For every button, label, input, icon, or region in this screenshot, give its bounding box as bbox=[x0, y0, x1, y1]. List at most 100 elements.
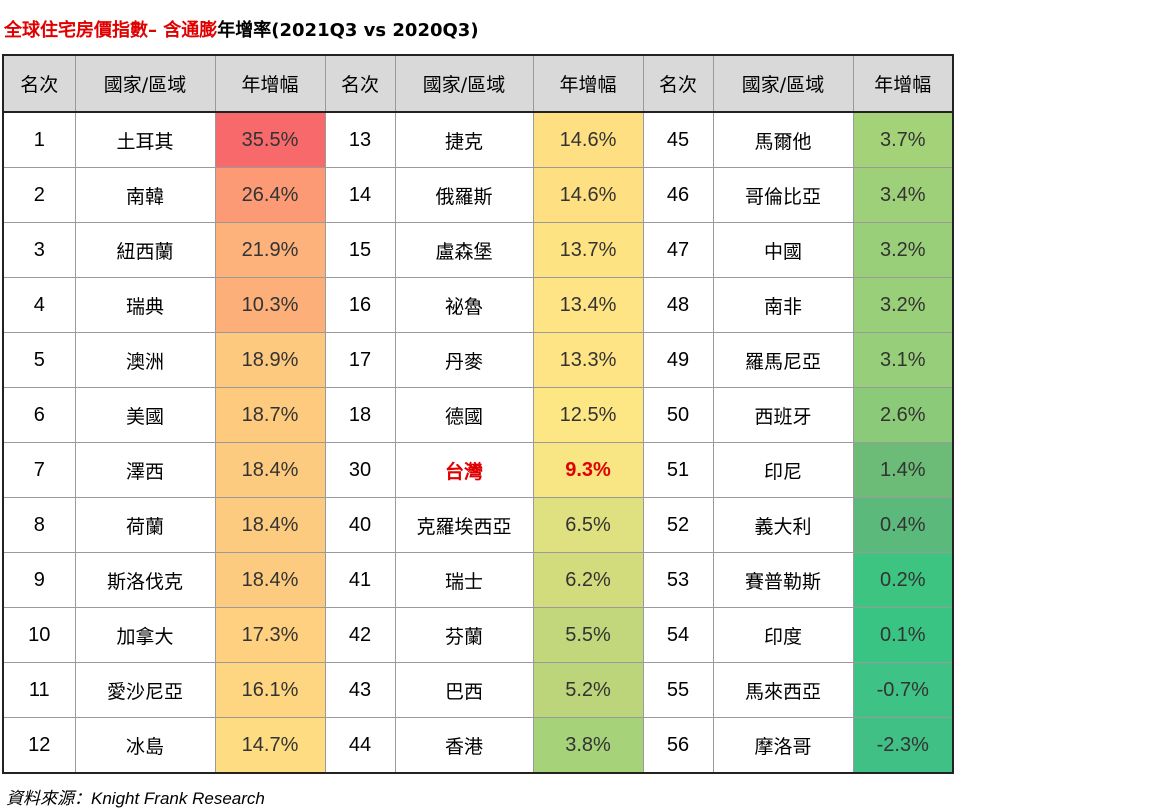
growth-cell: 3.8% bbox=[532, 717, 644, 774]
rank-cell: 51 bbox=[642, 442, 714, 498]
rank-cell: 52 bbox=[642, 497, 714, 553]
country-cell: 賽普勒斯 bbox=[712, 552, 854, 608]
header-country-3: 國家/區域 bbox=[712, 54, 854, 113]
rank-cell: 18 bbox=[324, 387, 396, 443]
header-row: 名次 國家/區域 年增幅 名次 國家/區域 年增幅 名次 國家/區域 年增幅 bbox=[2, 54, 954, 113]
header-country-2: 國家/區域 bbox=[394, 54, 534, 113]
growth-cell: 3.7% bbox=[852, 111, 954, 168]
page-title: 全球住宅房價指數– 含通膨年增率(2021Q3 vs 2020Q3) bbox=[4, 16, 479, 42]
rank-cell: 3 bbox=[2, 222, 76, 278]
country-cell: 俄羅斯 bbox=[394, 167, 534, 223]
rank-cell: 15 bbox=[324, 222, 396, 278]
growth-cell: 3.4% bbox=[852, 167, 954, 223]
growth-cell: -0.7% bbox=[852, 662, 954, 718]
country-cell: 克羅埃西亞 bbox=[394, 497, 534, 553]
rank-cell: 47 bbox=[642, 222, 714, 278]
country-cell: 德國 bbox=[394, 387, 534, 443]
table-row: 6 美國 18.7% 18 德國 12.5% 50 西班牙 2.6% bbox=[2, 387, 954, 443]
table-row: 4 瑞典 10.3% 16 祕魯 13.4% 48 南非 3.2% bbox=[2, 277, 954, 333]
rank-cell: 50 bbox=[642, 387, 714, 443]
country-cell: 印度 bbox=[712, 607, 854, 663]
growth-cell: 26.4% bbox=[214, 167, 326, 223]
country-cell: 捷克 bbox=[394, 111, 534, 168]
country-cell: 印尼 bbox=[712, 442, 854, 498]
growth-cell: 18.4% bbox=[214, 552, 326, 608]
growth-cell: 14.6% bbox=[532, 111, 644, 168]
header-rank-2: 名次 bbox=[324, 54, 396, 113]
country-cell: 台灣 bbox=[394, 442, 534, 498]
country-cell: 澳洲 bbox=[74, 332, 216, 388]
rank-cell: 53 bbox=[642, 552, 714, 608]
rank-cell: 7 bbox=[2, 442, 76, 498]
growth-cell: 9.3% bbox=[532, 442, 644, 498]
rank-cell: 17 bbox=[324, 332, 396, 388]
country-cell: 愛沙尼亞 bbox=[74, 662, 216, 718]
growth-cell: 18.4% bbox=[214, 497, 326, 553]
rank-cell: 4 bbox=[2, 277, 76, 333]
rank-cell: 14 bbox=[324, 167, 396, 223]
growth-cell: 14.6% bbox=[532, 167, 644, 223]
growth-cell: 3.1% bbox=[852, 332, 954, 388]
title-main: 全球住宅房價指數– 含通膨 bbox=[4, 20, 218, 41]
country-cell: 澤西 bbox=[74, 442, 216, 498]
rank-cell: 9 bbox=[2, 552, 76, 608]
country-cell: 荷蘭 bbox=[74, 497, 216, 553]
growth-cell: 18.9% bbox=[214, 332, 326, 388]
growth-cell: 10.3% bbox=[214, 277, 326, 333]
growth-cell: 0.1% bbox=[852, 607, 954, 663]
country-cell: 瑞士 bbox=[394, 552, 534, 608]
growth-cell: 0.2% bbox=[852, 552, 954, 608]
growth-cell: 16.1% bbox=[214, 662, 326, 718]
rank-cell: 30 bbox=[324, 442, 396, 498]
growth-cell: 2.6% bbox=[852, 387, 954, 443]
rank-cell: 8 bbox=[2, 497, 76, 553]
rank-cell: 48 bbox=[642, 277, 714, 333]
country-cell: 祕魯 bbox=[394, 277, 534, 333]
rank-cell: 6 bbox=[2, 387, 76, 443]
header-growth-3: 年增幅 bbox=[852, 54, 954, 113]
growth-cell: 13.7% bbox=[532, 222, 644, 278]
rank-cell: 12 bbox=[2, 717, 76, 774]
country-cell: 馬來西亞 bbox=[712, 662, 854, 718]
growth-cell: -2.3% bbox=[852, 717, 954, 774]
table-row: 5 澳洲 18.9% 17 丹麥 13.3% 49 羅馬尼亞 3.1% bbox=[2, 332, 954, 388]
rank-cell: 43 bbox=[324, 662, 396, 718]
country-cell: 南非 bbox=[712, 277, 854, 333]
rank-cell: 49 bbox=[642, 332, 714, 388]
table-row: 2 南韓 26.4% 14 俄羅斯 14.6% 46 哥倫比亞 3.4% bbox=[2, 167, 954, 223]
rank-cell: 5 bbox=[2, 332, 76, 388]
table-row: 12 冰島 14.7% 44 香港 3.8% 56 摩洛哥 -2.3% bbox=[2, 717, 954, 774]
header-rank-1: 名次 bbox=[2, 54, 76, 113]
country-cell: 羅馬尼亞 bbox=[712, 332, 854, 388]
country-cell: 紐西蘭 bbox=[74, 222, 216, 278]
country-cell: 西班牙 bbox=[712, 387, 854, 443]
country-cell: 南韓 bbox=[74, 167, 216, 223]
header-rank-3: 名次 bbox=[642, 54, 714, 113]
growth-cell: 35.5% bbox=[214, 111, 326, 168]
table-row: 3 紐西蘭 21.9% 15 盧森堡 13.7% 47 中國 3.2% bbox=[2, 222, 954, 278]
table-row: 7 澤西 18.4% 30 台灣 9.3% 51 印尼 1.4% bbox=[2, 442, 954, 498]
rank-cell: 2 bbox=[2, 167, 76, 223]
growth-cell: 12.5% bbox=[532, 387, 644, 443]
growth-cell: 1.4% bbox=[852, 442, 954, 498]
country-cell: 中國 bbox=[712, 222, 854, 278]
rank-cell: 13 bbox=[324, 111, 396, 168]
country-cell: 丹麥 bbox=[394, 332, 534, 388]
growth-cell: 3.2% bbox=[852, 222, 954, 278]
rank-cell: 46 bbox=[642, 167, 714, 223]
title-sub: 年增率(2021Q3 vs 2020Q3) bbox=[217, 20, 479, 41]
country-cell: 香港 bbox=[394, 717, 534, 774]
table-row: 11 愛沙尼亞 16.1% 43 巴西 5.2% 55 馬來西亞 -0.7% bbox=[2, 662, 954, 718]
rank-cell: 16 bbox=[324, 277, 396, 333]
country-cell: 摩洛哥 bbox=[712, 717, 854, 774]
growth-cell: 18.4% bbox=[214, 442, 326, 498]
rank-cell: 54 bbox=[642, 607, 714, 663]
growth-cell: 5.2% bbox=[532, 662, 644, 718]
growth-cell: 13.3% bbox=[532, 332, 644, 388]
rank-cell: 56 bbox=[642, 717, 714, 774]
growth-cell: 6.5% bbox=[532, 497, 644, 553]
country-cell: 巴西 bbox=[394, 662, 534, 718]
country-cell: 美國 bbox=[74, 387, 216, 443]
source-note: 資料來源：Knight Frank Research bbox=[6, 789, 265, 808]
country-cell: 盧森堡 bbox=[394, 222, 534, 278]
